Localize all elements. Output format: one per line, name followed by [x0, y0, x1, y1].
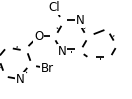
Text: Br: Br: [41, 62, 54, 75]
Text: Cl: Cl: [49, 1, 60, 14]
Text: O: O: [34, 30, 43, 42]
Text: N: N: [58, 45, 66, 58]
Text: N: N: [16, 73, 25, 86]
Text: N: N: [76, 14, 84, 27]
